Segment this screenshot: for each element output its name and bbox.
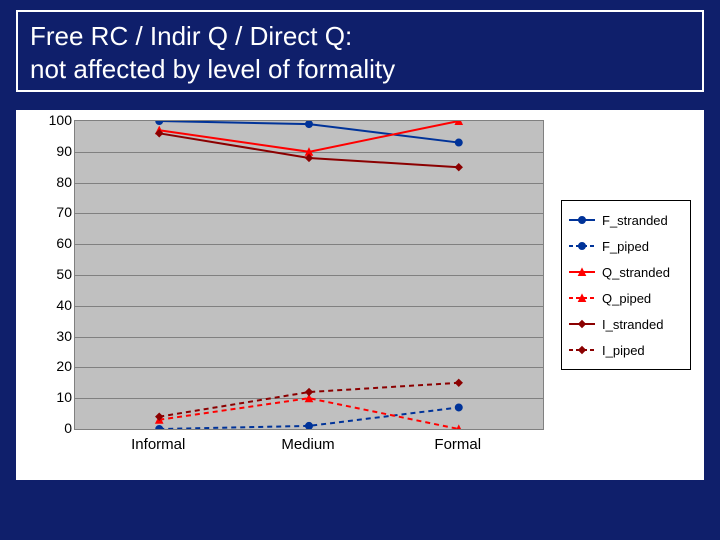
legend-label: Q_piped (602, 291, 651, 306)
data-marker (455, 164, 462, 171)
x-tick-label: Informal (131, 436, 185, 453)
legend-label: Q_stranded (602, 265, 670, 280)
data-marker (156, 426, 163, 430)
y-tick-label: 70 (32, 204, 72, 220)
y-tick-label: 100 (32, 112, 72, 128)
chart-card: 0 10 20 30 40 50 60 70 80 90 100 Informal Medium For… (16, 110, 704, 480)
data-marker (455, 139, 462, 146)
x-tick-label: Medium (281, 436, 334, 453)
legend-label: F_piped (602, 239, 649, 254)
legend-swatch-icon (568, 239, 596, 253)
slide: Free RC / Indir Q / Direct Q: not affect… (0, 0, 720, 540)
legend-label: I_stranded (602, 317, 663, 332)
legend-item: I_stranded (568, 311, 684, 337)
data-marker (306, 389, 313, 396)
data-marker (156, 121, 163, 125)
legend-swatch-icon (568, 291, 596, 305)
legend-item: Q_stranded (568, 259, 684, 285)
y-tick-label: 20 (32, 358, 72, 374)
chart-series (75, 121, 543, 429)
legend-swatch-icon (568, 265, 596, 279)
legend-item: F_stranded (568, 207, 684, 233)
legend-item: F_piped (568, 233, 684, 259)
legend-label: I_piped (602, 343, 645, 358)
chart-plot-area (74, 120, 544, 430)
legend-swatch-icon (568, 213, 596, 227)
data-marker (455, 121, 462, 125)
y-tick-label: 40 (32, 297, 72, 313)
y-tick-label: 80 (32, 174, 72, 190)
title-box: Free RC / Indir Q / Direct Q: not affect… (16, 10, 704, 92)
data-marker (455, 379, 462, 386)
legend-label: F_stranded (602, 213, 668, 228)
data-marker (306, 422, 313, 429)
legend-item: Q_piped (568, 285, 684, 311)
y-tick-label: 10 (32, 389, 72, 405)
title-line-2: not affected by level of formality (30, 54, 395, 84)
data-marker (306, 121, 313, 128)
chart-legend: F_stranded F_piped Q_stranded Q_piped I_… (561, 200, 691, 370)
legend-item: I_piped (568, 337, 684, 363)
y-tick-label: 30 (32, 328, 72, 344)
title-line-1: Free RC / Indir Q / Direct Q: (30, 21, 352, 51)
legend-swatch-icon (568, 317, 596, 331)
y-tick-label: 0 (32, 420, 72, 436)
data-marker (455, 404, 462, 411)
y-tick-label: 50 (32, 266, 72, 282)
legend-swatch-icon (568, 343, 596, 357)
y-tick-label: 90 (32, 143, 72, 159)
x-tick-label: Formal (434, 436, 481, 453)
y-tick-label: 60 (32, 235, 72, 251)
